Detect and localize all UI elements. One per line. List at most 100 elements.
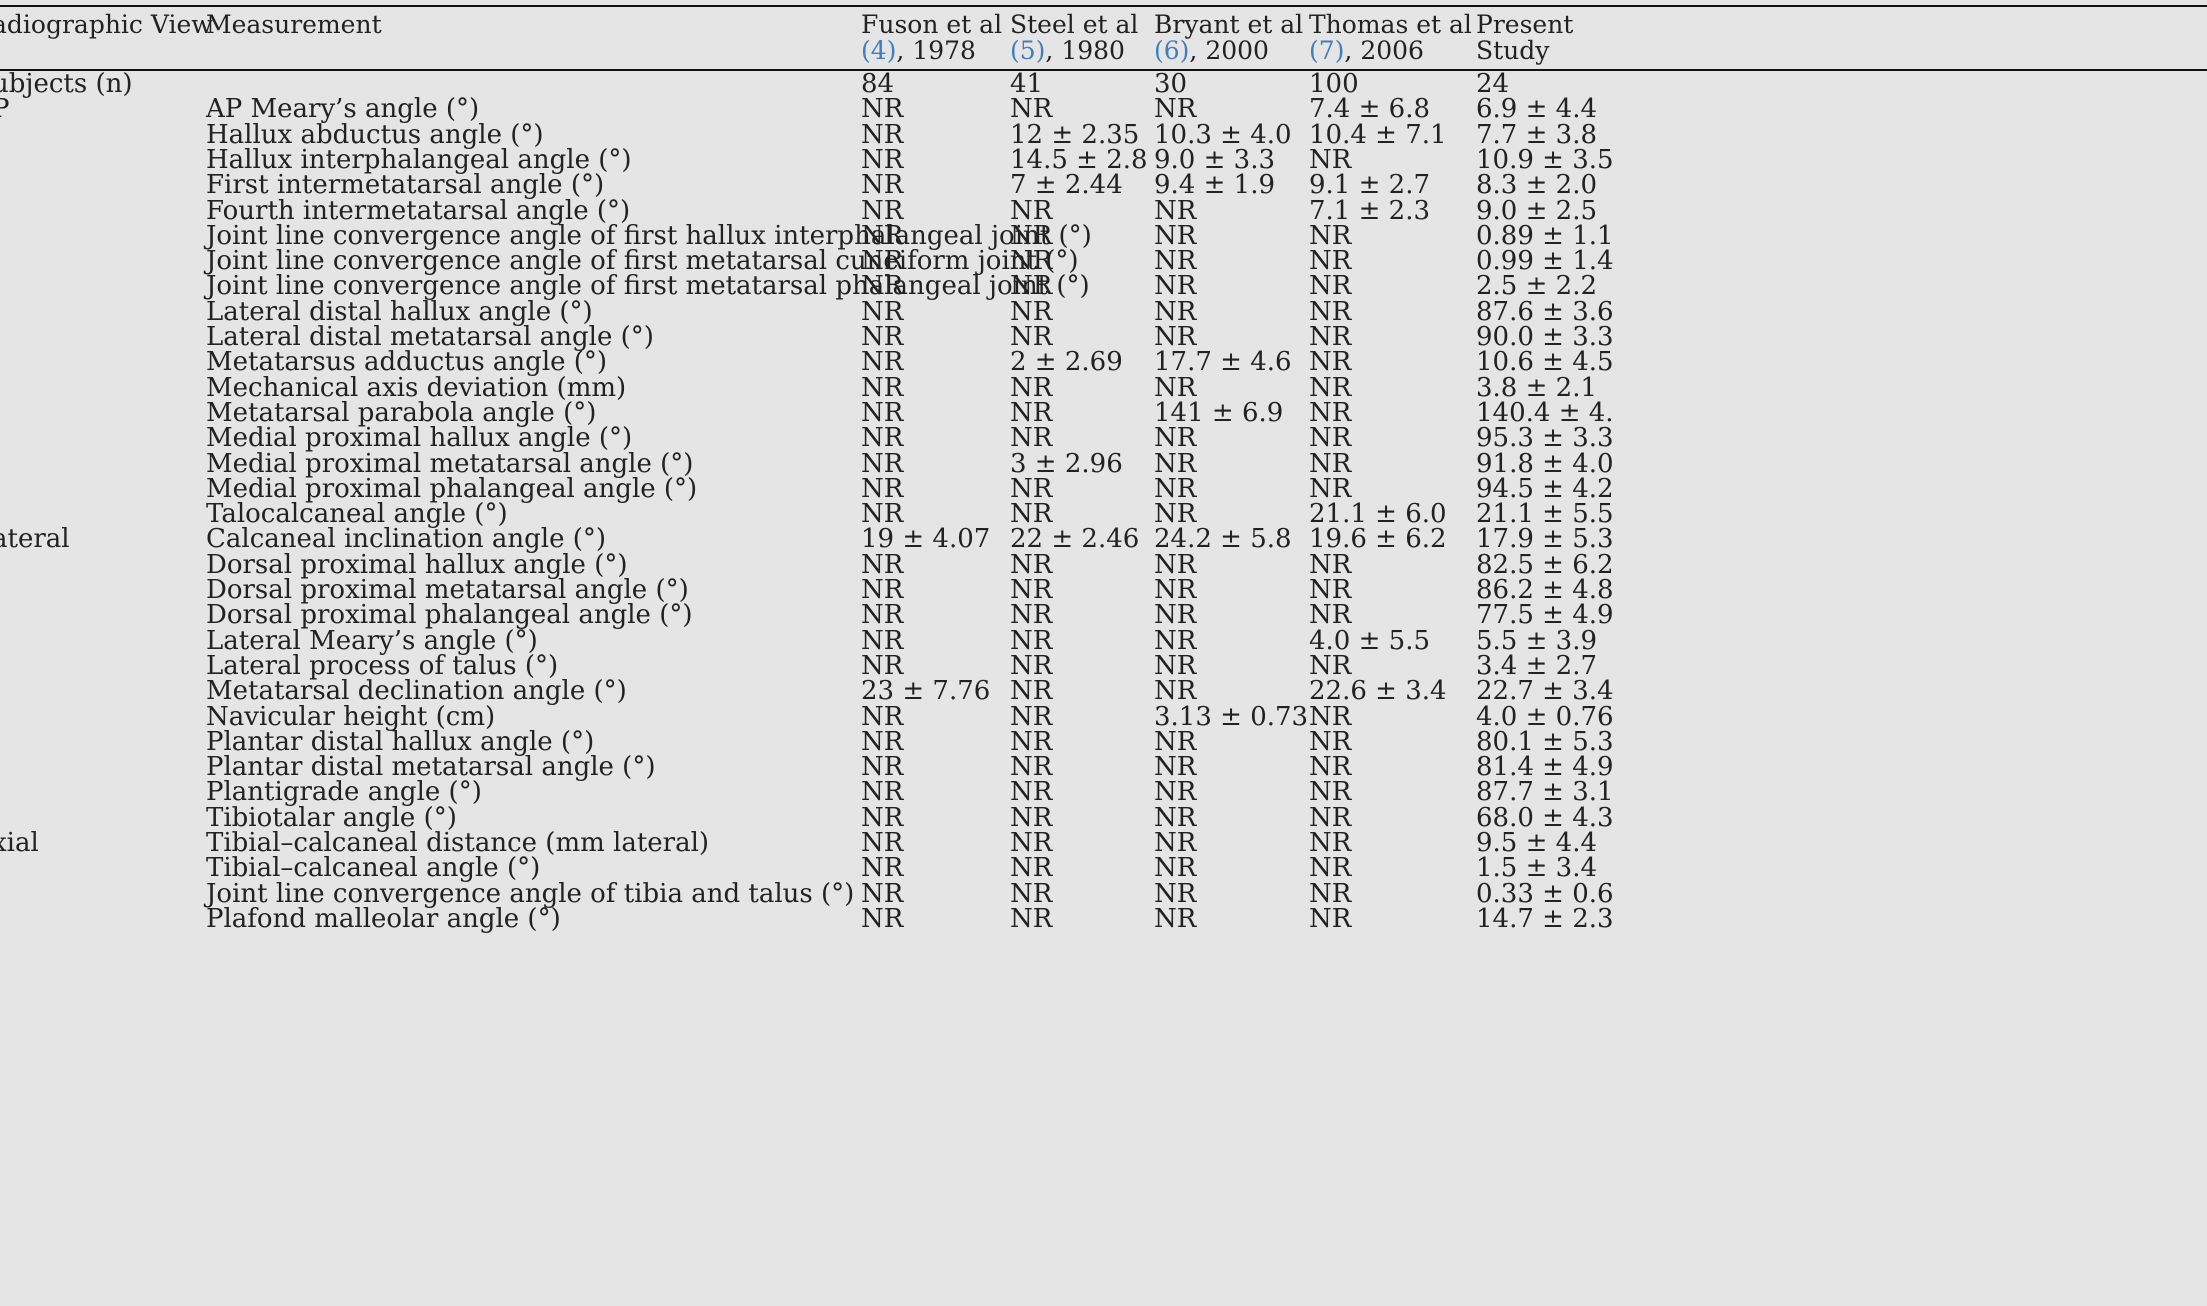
cell-value: 82.5 ± 6.2 [1476, 549, 1614, 580]
cell-value: 7 ± 2.44 [1010, 170, 1123, 201]
cell-value: NR [1010, 499, 1053, 530]
header-measurement: Measurement [206, 10, 382, 39]
cell-value: NR [1154, 195, 1197, 226]
cell-value: 2.5 ± 2.2 [1476, 271, 1598, 302]
cell-value: NR [861, 499, 904, 530]
cell-value: NR [1010, 828, 1053, 858]
cell-value: NR [861, 878, 904, 909]
cell-value: NR [1309, 777, 1352, 808]
cell-measurement: Fourth intermetatarsal angle (°) [206, 195, 631, 226]
cell-value: NR [1309, 296, 1352, 327]
cell-value: NR [861, 549, 904, 580]
reference-link[interactable]: (7) [1309, 36, 1345, 65]
cell-value: NR [861, 448, 904, 479]
header-study-year: , 2006 [1344, 36, 1424, 65]
cell-value: NR [1309, 903, 1352, 934]
cell-value: NR [1154, 828, 1197, 858]
table-row: Tibiotalar angle (°) NR NR NR NR 68.0 ± 4.3 [0, 802, 2207, 833]
table-row: ubjects (n) 84 41 30 100 24 [0, 69, 2207, 99]
cell-value: 24 [1476, 69, 1510, 99]
cell-value: NR [1309, 423, 1352, 454]
cell-value: NR [1010, 575, 1053, 605]
cell-value: 0.89 ± 1.1 [1476, 220, 1614, 251]
cell-radiographic-view: xial [0, 828, 39, 858]
cell-radiographic-view: P [0, 94, 10, 125]
cell-value: NR [1154, 499, 1197, 530]
table-row: Medial proximal hallux angle (°) NR NR NR NR… [0, 423, 2207, 454]
cell-measurement: Metatarsal parabola angle (°) [206, 397, 597, 428]
table-row: Joint line convergence angle of tibia an… [0, 878, 2207, 909]
cell-value: NR [1309, 878, 1352, 909]
cell-value: NR [1309, 246, 1352, 277]
cell-value: NR [861, 802, 904, 833]
cell-value: NR [1309, 802, 1352, 833]
cell-measurement: Medial proximal phalangeal angle (°) [206, 473, 698, 504]
cell-value: 77.5 ± 4.9 [1476, 600, 1614, 631]
cell-value: NR [1309, 600, 1352, 631]
cell-value: NR [861, 726, 904, 757]
cell-measurement: Hallux interphalangeal angle (°) [206, 144, 632, 175]
cell-value: NR [1010, 600, 1053, 631]
reference-link[interactable]: (6) [1154, 36, 1190, 65]
cell-measurement: Hallux abductus angle (°) [206, 119, 544, 150]
header-study-citation: (4), 1978 [861, 38, 1002, 64]
cell-measurement: Joint line convergence angle of first ha… [206, 220, 1092, 251]
cell-value: NR [861, 397, 904, 428]
cell-value: NR [1309, 347, 1352, 378]
cell-value: 3 ± 2.96 [1010, 448, 1123, 479]
cell-value: 90.0 ± 3.3 [1476, 322, 1614, 352]
header-study-steel: Steel et al (5), 1980 [1010, 12, 1138, 64]
cell-measurement: Medial proximal metatarsal angle (°) [206, 448, 694, 479]
cell-value: NR [1010, 777, 1053, 808]
cell-value: 68.0 ± 4.3 [1476, 802, 1614, 833]
cell-value: NR [1154, 575, 1197, 605]
cell-value: 10.9 ± 3.5 [1476, 144, 1614, 175]
cell-value: NR [1154, 372, 1197, 403]
cell-value: NR [1010, 701, 1053, 732]
cell-measurement: Medial proximal hallux angle (°) [206, 423, 633, 454]
cell-value: 5.5 ± 3.9 [1476, 625, 1598, 656]
cell-value: NR [1309, 650, 1352, 681]
table-row: Metatarsus adductus angle (°) NR 2 ± 2.69 1… [0, 347, 2207, 378]
cell-value: NR [861, 170, 904, 201]
cell-value: NR [1010, 322, 1053, 352]
cell-value: NR [861, 144, 904, 175]
cell-value: NR [861, 575, 904, 605]
table-row: Metatarsal declination angle (°) 23 ± 7.7… [0, 676, 2207, 707]
reference-link[interactable]: (4) [861, 36, 897, 65]
cell-value: NR [861, 600, 904, 631]
cell-measurement: Plantigrade angle (°) [206, 777, 482, 808]
cell-value: 24.2 ± 5.8 [1154, 524, 1292, 555]
cell-value: NR [1010, 726, 1053, 757]
cell-value: 91.8 ± 4.0 [1476, 448, 1614, 479]
table-row: Metatarsal parabola angle (°) NR NR 141 ± 6… [0, 397, 2207, 428]
cell-value: 14.5 ± 2.8 [1010, 144, 1148, 175]
cell-value: 17.9 ± 5.3 [1476, 524, 1614, 555]
reference-link[interactable]: (5) [1010, 36, 1046, 65]
cell-value: 8.3 ± 2.0 [1476, 170, 1598, 201]
cell-value: 23 ± 7.76 [861, 676, 991, 707]
table-row: Hallux abductus angle (°) NR 12 ± 2.35 10.3… [0, 119, 2207, 150]
cell-value: NR [861, 220, 904, 251]
cell-value: NR [1154, 271, 1197, 302]
header-study-fuson: Fuson et al (4), 1978 [861, 12, 1002, 64]
header-study-year: , 1978 [896, 36, 976, 65]
cell-value: 81.4 ± 4.9 [1476, 752, 1614, 783]
cell-value: 4.0 ± 5.5 [1309, 625, 1431, 656]
cell-value: 10.6 ± 4.5 [1476, 347, 1614, 378]
cell-measurement: Lateral distal metatarsal angle (°) [206, 322, 654, 352]
cell-measurement: Plantar distal hallux angle (°) [206, 726, 595, 757]
cell-value: NR [1154, 802, 1197, 833]
header-study-name: Thomas et al [1309, 10, 1472, 39]
cell-measurement: Metatarsus adductus angle (°) [206, 347, 608, 378]
header-study-thomas: Thomas et al (7), 2006 [1309, 12, 1472, 64]
cell-value: 4.0 ± 0.76 [1476, 701, 1614, 732]
cell-value: 10.3 ± 4.0 [1154, 119, 1292, 150]
table-row: Medial proximal phalangeal angle (°) NR NR… [0, 473, 2207, 504]
cell-value: NR [1154, 322, 1197, 352]
header-study-name: Steel et al [1010, 10, 1139, 39]
cell-value: 2 ± 2.69 [1010, 347, 1123, 378]
cell-measurement: Lateral distal hallux angle (°) [206, 296, 593, 327]
header-study-name: Bryant et al [1154, 10, 1304, 39]
cell-value: NR [1154, 903, 1197, 934]
